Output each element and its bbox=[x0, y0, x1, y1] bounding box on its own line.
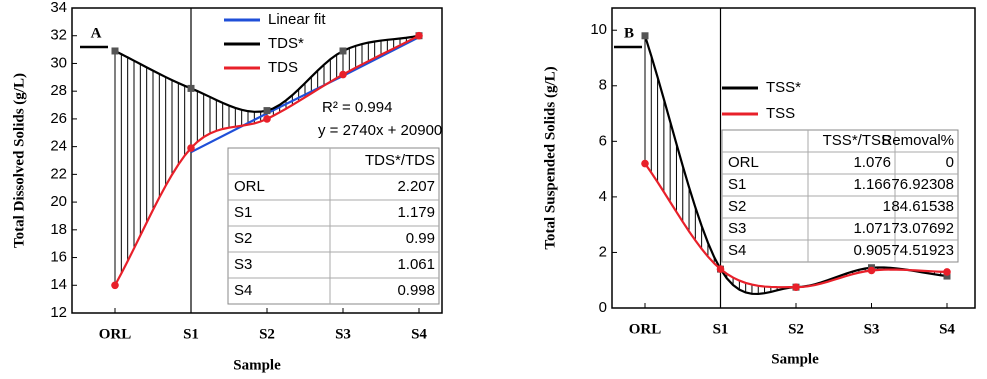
table-cell: 1.071 bbox=[853, 220, 891, 237]
data-point bbox=[111, 281, 119, 290]
table-cell: S4 bbox=[728, 242, 746, 259]
table-cell: 0 bbox=[946, 154, 954, 171]
table-cell: S3 bbox=[234, 256, 252, 273]
y-tick-label: 34 bbox=[50, 0, 67, 16]
table-header: TDS*/TDS bbox=[365, 152, 435, 169]
plot-frame bbox=[71, 7, 443, 314]
table-cell: S1 bbox=[234, 204, 252, 221]
x-tick-label: S1 bbox=[183, 326, 199, 342]
table-cell: 1.179 bbox=[397, 204, 435, 221]
x-tick-label: S1 bbox=[713, 321, 729, 337]
x-tick-label: ORL bbox=[99, 326, 132, 342]
y-tick-label: 14 bbox=[50, 276, 67, 293]
data-point bbox=[716, 265, 725, 273]
y-tick-label: 26 bbox=[50, 110, 67, 127]
table-cell: 73.07692 bbox=[891, 220, 954, 237]
table-cell: 1.166 bbox=[853, 176, 891, 193]
y-tick-label: 6 bbox=[599, 132, 607, 149]
y-tick-label: 32 bbox=[50, 27, 67, 44]
y-axis-label: Total Dissolved Solids (g/L) bbox=[11, 73, 27, 248]
data-point bbox=[641, 159, 649, 168]
panel: 12 14 16 18 20 22 24 26 28 30 32 34 ORL S1 S2 S3 S4 Sampl… bbox=[11, 0, 443, 373]
annotation: R² = 0.994 bbox=[322, 99, 392, 116]
table-cell: 1.076 bbox=[853, 154, 891, 171]
x-tick-label: S3 bbox=[335, 326, 351, 342]
y-tick-label: 30 bbox=[50, 54, 67, 71]
y-tick-label: 10 bbox=[590, 21, 607, 38]
data-point bbox=[263, 115, 271, 123]
data-point bbox=[641, 32, 649, 40]
table-cell: 76.92308 bbox=[891, 176, 954, 193]
table-cell: 1.061 bbox=[397, 256, 435, 273]
y-tick-label: 28 bbox=[50, 82, 67, 99]
x-tick-label: ORL bbox=[629, 321, 662, 337]
table-cell: ORL bbox=[234, 178, 265, 195]
table-cell: S2 bbox=[728, 198, 746, 215]
table-cell: 74.51923 bbox=[891, 242, 954, 259]
data-point bbox=[415, 31, 423, 40]
y-tick-label: 20 bbox=[50, 193, 67, 210]
table-cell: S4 bbox=[234, 282, 252, 299]
y-tick-label: 12 bbox=[50, 304, 67, 321]
data-point bbox=[943, 272, 951, 280]
x-tick-label: S4 bbox=[411, 326, 427, 342]
x-tick-label: S2 bbox=[259, 326, 275, 342]
data-point bbox=[187, 84, 195, 92]
y-tick-label: 4 bbox=[599, 188, 607, 205]
y-tick-label: 22 bbox=[50, 165, 67, 182]
table-header: TSS*/TSS bbox=[823, 132, 891, 149]
table-cell: 2.207 bbox=[397, 178, 435, 195]
y-tick-label: 0 bbox=[599, 299, 607, 316]
panel-letter: A bbox=[91, 25, 102, 41]
table-cell: 1 bbox=[883, 198, 891, 215]
data-point bbox=[339, 70, 347, 79]
y-tick-label: 24 bbox=[50, 138, 67, 155]
series-line bbox=[190, 36, 420, 154]
annotation: y = 2740x + 20900 bbox=[318, 122, 442, 139]
data-point bbox=[263, 107, 271, 115]
x-tick-label: S2 bbox=[788, 321, 804, 337]
table-cell: S1 bbox=[728, 176, 746, 193]
legend-label: TSS bbox=[766, 105, 795, 122]
x-tick-label: S3 bbox=[864, 321, 880, 337]
legend-label: TDS bbox=[268, 59, 298, 76]
data-point bbox=[792, 283, 800, 291]
x-tick-label: S4 bbox=[939, 321, 955, 337]
table-cell: 0.99 bbox=[406, 230, 435, 247]
data-point bbox=[187, 144, 195, 152]
y-axis-label: Total Suspended Solids (g/L) bbox=[542, 66, 558, 249]
data-point bbox=[339, 47, 347, 55]
table-header: Removal% bbox=[881, 132, 954, 149]
y-tick-label: 8 bbox=[599, 77, 607, 94]
legend-label: TDS* bbox=[268, 35, 304, 52]
x-axis-label: Sample bbox=[771, 351, 819, 367]
y-tick-label: 18 bbox=[50, 221, 67, 238]
table-cell: 84.61538 bbox=[891, 198, 954, 215]
data-point bbox=[943, 268, 951, 276]
panel-letter: B bbox=[624, 25, 634, 41]
x-axis-label: Sample bbox=[233, 357, 281, 373]
table-cell: 0.998 bbox=[397, 282, 435, 299]
legend-label: TSS* bbox=[766, 79, 801, 96]
table-cell: 0.905 bbox=[853, 242, 891, 259]
table-cell: S2 bbox=[234, 230, 252, 247]
data-point bbox=[111, 47, 119, 55]
table-cell: S3 bbox=[728, 220, 746, 237]
y-tick-label: 16 bbox=[50, 249, 67, 266]
plot-frame bbox=[611, 7, 976, 309]
table-cell: ORL bbox=[728, 154, 759, 171]
y-tick-label: 2 bbox=[599, 243, 607, 260]
legend-label: Linear fit bbox=[268, 11, 326, 28]
data-point bbox=[867, 266, 876, 275]
